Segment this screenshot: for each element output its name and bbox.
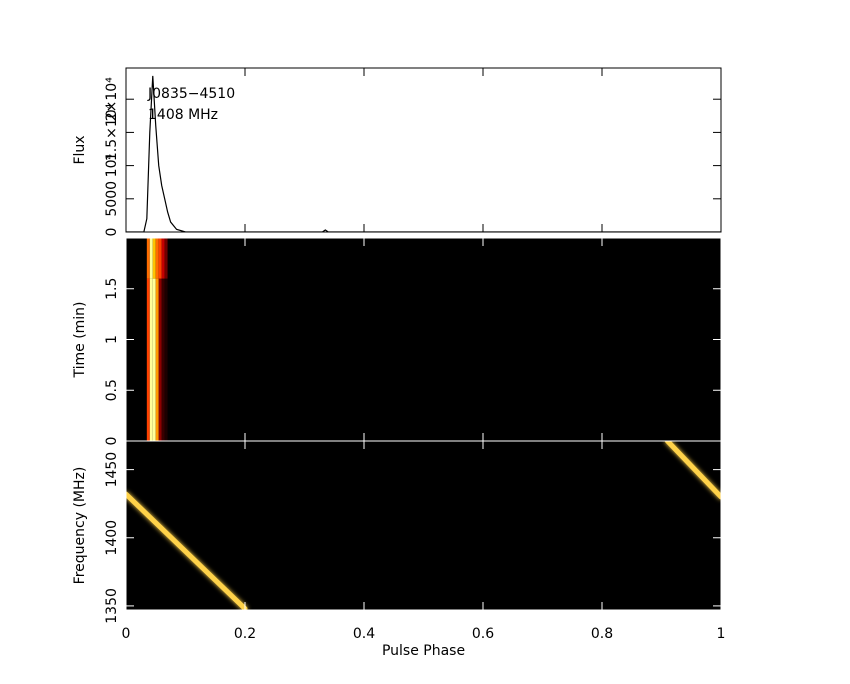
plot-area <box>126 75 721 232</box>
y-tick-label: 1 <box>104 335 120 344</box>
y-tick-label: 1350 <box>104 588 120 624</box>
heatmap-cell <box>146 278 150 441</box>
heatmap-cell <box>167 278 721 441</box>
heatmap-cell <box>152 238 156 279</box>
y-tick-label: 1400 <box>104 520 120 556</box>
heatmap-cell <box>155 238 159 279</box>
x-tick-label: 0.6 <box>472 626 494 642</box>
heatmap-cell <box>126 238 147 279</box>
y-tick-label: 1450 <box>104 452 120 488</box>
pulse-track <box>126 491 248 610</box>
y-tick-label: 0.5 <box>104 379 120 401</box>
y-tick-label: 0 <box>104 228 120 237</box>
y-tick-label: 5000 <box>104 181 120 217</box>
annotation: 1408 MHz <box>148 107 218 123</box>
x-tick-label: 0 <box>122 626 131 642</box>
annotation: J0835−4510 <box>147 86 235 102</box>
y-tick-label: 1.5 <box>104 278 120 300</box>
heatmap-cell <box>158 238 162 279</box>
panel-frame <box>125 67 722 233</box>
x-axis-label: Pulse Phase <box>382 643 465 659</box>
heatmap-cell <box>146 238 150 279</box>
y-tick-label: 1.5×10⁴ <box>104 103 120 161</box>
heatmap-cell <box>155 278 159 441</box>
heatmap-cell <box>167 238 721 279</box>
x-tick-label: 0.4 <box>353 626 375 642</box>
panel-frame <box>125 440 722 611</box>
profile-line <box>126 75 721 232</box>
y-tick-label: 0 <box>104 437 120 446</box>
heatmap-cell <box>158 278 162 441</box>
x-tick-label: 0.8 <box>591 626 613 642</box>
x-tick-label: 1 <box>717 626 726 642</box>
y-tick-label: 2×10⁴ <box>104 77 120 121</box>
pulse-track <box>664 441 721 500</box>
heatmap-cell <box>149 238 153 279</box>
plot-area <box>126 238 721 441</box>
y-axis-label: Time (min) <box>72 301 88 378</box>
heatmap-cell <box>149 278 153 441</box>
heatmap-cell <box>161 238 165 279</box>
heatmap-cell <box>164 278 168 441</box>
y-axis-label: Frequency (MHz) <box>72 467 88 585</box>
heatmap-cell <box>152 278 156 441</box>
plot-area <box>126 441 721 610</box>
heatmap-cell <box>161 278 165 441</box>
heatmap-background <box>126 441 721 610</box>
x-tick-label: 0.2 <box>234 626 256 642</box>
heatmap-cell <box>164 238 168 279</box>
heatmap-cell <box>126 278 147 441</box>
y-axis-label: Flux <box>72 135 88 164</box>
y-tick-label: 10⁴ <box>104 154 120 178</box>
